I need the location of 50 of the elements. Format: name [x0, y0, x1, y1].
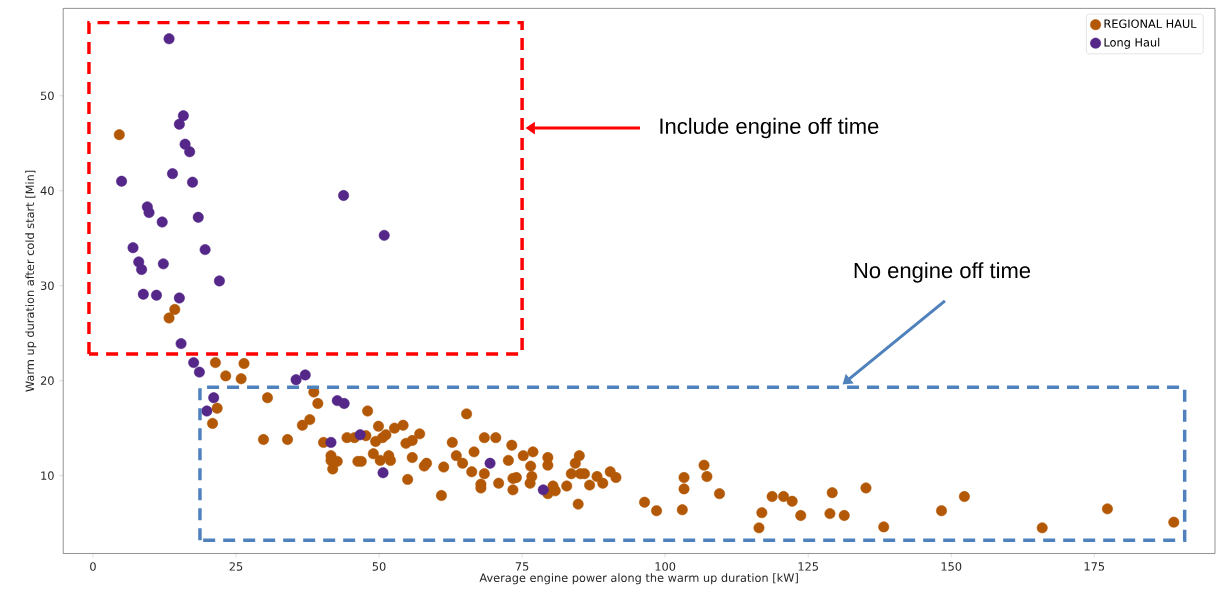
- point: [338, 190, 350, 201]
- point: [377, 467, 389, 479]
- y-tick-label: 40: [40, 186, 54, 196]
- point: [116, 175, 128, 187]
- point: [173, 292, 185, 304]
- x-tick-label: 0: [90, 562, 96, 571]
- x-tick-label: 125: [798, 562, 818, 571]
- y-tick-label: 20: [40, 376, 54, 385]
- point: [199, 244, 211, 256]
- y-tick-label: 10: [41, 471, 54, 480]
- point: [127, 242, 139, 254]
- x-axis-title: Average engine power along the warm up duration [kW]: [479, 573, 798, 585]
- point: [299, 369, 311, 381]
- point: [137, 288, 149, 300]
- point: [201, 405, 213, 417]
- point: [167, 168, 178, 180]
- point: [378, 229, 390, 241]
- point: [187, 176, 198, 188]
- y-axis-title: Warm up duration after cold start [Min]: [25, 170, 37, 392]
- point: [143, 207, 155, 219]
- x-tick-label: 50: [372, 562, 386, 571]
- point: [537, 484, 549, 496]
- point: [338, 397, 350, 409]
- x-tick-label: 175: [1084, 562, 1105, 571]
- point: [177, 110, 189, 122]
- x-tick-label: 25: [229, 562, 243, 571]
- point: [151, 289, 162, 301]
- y-tick-label: 50: [40, 91, 54, 101]
- point: [208, 392, 220, 404]
- point: [290, 374, 302, 386]
- annotation: No engine off time: [854, 262, 1031, 283]
- x-tick-label: 150: [941, 562, 962, 571]
- point: [188, 357, 200, 369]
- legend-label: REGIONAL HAUL: [1104, 19, 1197, 29]
- point: [184, 146, 196, 158]
- point: [213, 275, 225, 287]
- point: [484, 457, 496, 469]
- point: [156, 216, 168, 228]
- y-tick-label: 30: [40, 281, 54, 290]
- point: [173, 118, 185, 130]
- legend-label: Long Haul: [1104, 37, 1160, 49]
- point: [163, 33, 175, 45]
- point: [136, 264, 148, 276]
- x-tick-label: 75: [515, 562, 529, 571]
- x-tick-label: 100: [655, 562, 676, 571]
- point: [157, 258, 169, 270]
- point: [193, 366, 205, 378]
- annotation: Include engine off time: [660, 117, 879, 139]
- point: [192, 211, 204, 223]
- point: [175, 338, 187, 350]
